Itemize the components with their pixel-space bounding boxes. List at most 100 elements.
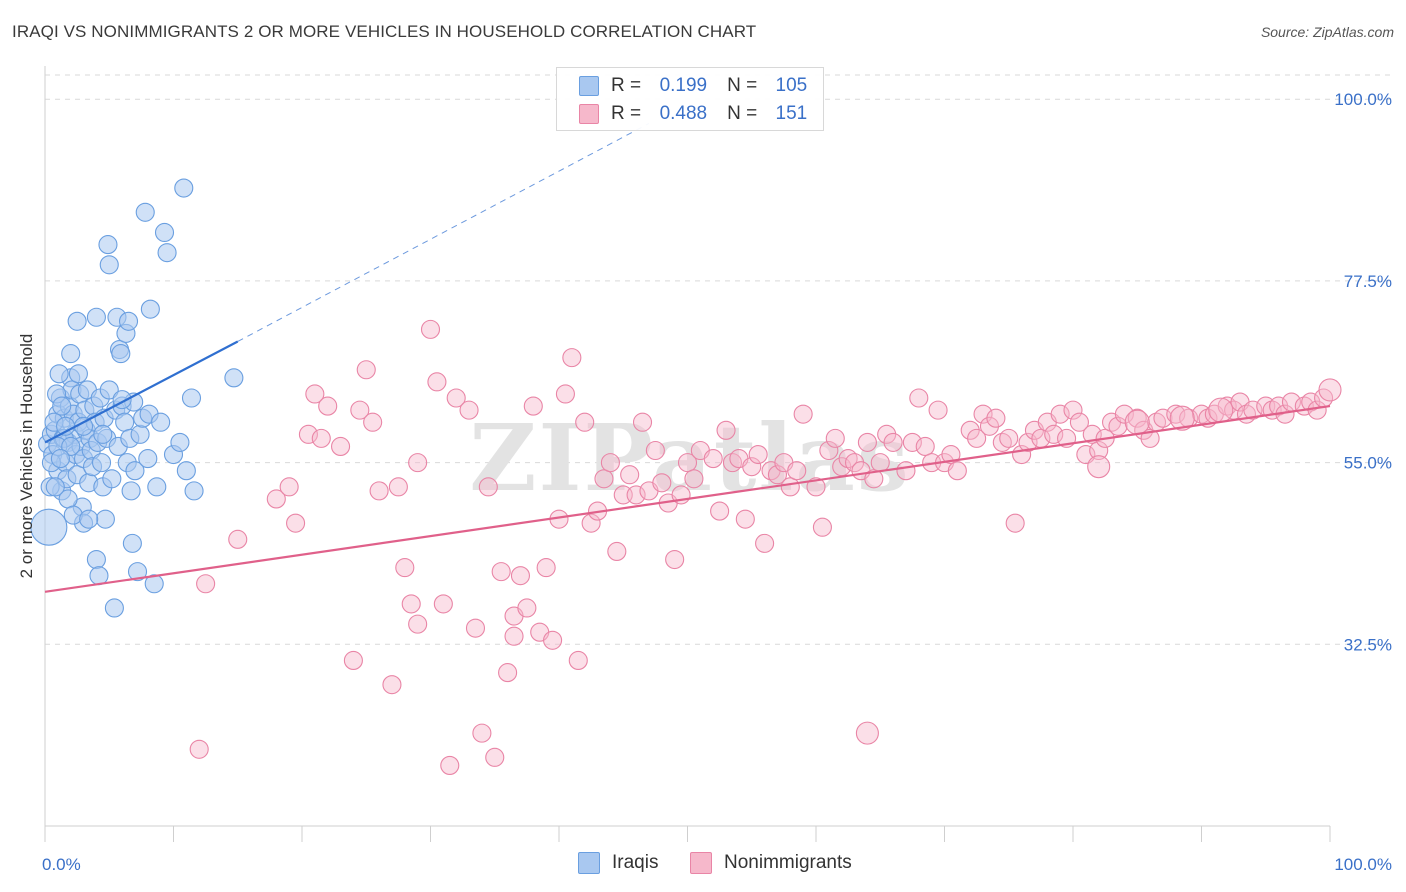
nonimmigrants-point [755, 533, 775, 553]
nonimmigrants-point [806, 477, 826, 497]
nonimmigrants-point [716, 420, 736, 440]
iraqis-point [157, 243, 177, 263]
nonimmigrants-point [999, 428, 1019, 448]
nonimmigrants-point [401, 594, 421, 614]
iraqis-point [135, 202, 155, 222]
bottom-legend-swatch-iraqis [578, 852, 600, 874]
y-tick-label: 100.0% [1334, 90, 1392, 109]
gridlines [45, 74, 1392, 645]
iraqis-trend-line [44, 340, 239, 444]
nonimmigrants-point [710, 501, 730, 521]
legend-swatch-iraqis [579, 76, 599, 96]
nonimmigrants-point [665, 549, 685, 570]
nonimmigrants-point [973, 404, 993, 424]
iraqis-point [68, 364, 88, 384]
nonimmigrants-point [555, 384, 575, 404]
nonimmigrants-point [510, 566, 531, 586]
tick-labels: 32.5% 55.0% 77.5% 100.0% 0.0% 100.0% [42, 90, 1392, 874]
nonimmigrants-point [485, 747, 505, 767]
iraqis-point [45, 477, 65, 497]
iraqis-point [52, 396, 72, 416]
nonimmigrants-point [286, 513, 306, 533]
x-tick-label: 100.0% [1334, 855, 1392, 874]
legend-row-iraqis: R = 0.199 N = 105 [579, 73, 807, 99]
iraqis-point [115, 412, 135, 432]
nonimmigrants-point [440, 755, 460, 775]
nonimmigrants-point [594, 469, 614, 489]
nonimmigrants-point [279, 477, 299, 497]
iraqis-point [79, 509, 99, 529]
legend-n-label: N = [727, 75, 758, 96]
iraqis-point [30, 508, 68, 546]
iraqis-point [127, 562, 148, 582]
bottom-legend-nonimmigrants[interactable]: Nonimmigrants [690, 852, 852, 874]
nonimmigrants-point [543, 630, 563, 650]
nonimmigrants-point [1005, 513, 1025, 533]
legend-r-label: R = [611, 103, 642, 124]
nonimmigrants-point [472, 723, 492, 743]
nonimmigrants-point [330, 436, 351, 457]
iraqis-point [86, 307, 106, 327]
legend-r-value: 0.488 [659, 103, 708, 124]
nonimmigrants-point [1089, 440, 1109, 461]
y-axis-label: 2 or more Vehicles in Household [17, 334, 36, 579]
iraqis-point [154, 222, 175, 243]
iraqis-point [147, 477, 167, 497]
iraqis-point [104, 598, 124, 618]
iraqis-points [30, 178, 244, 618]
iraqis-point [98, 235, 118, 255]
nonimmigrants-point [684, 469, 704, 489]
bottom-legend: Iraqis Nonimmigrants [0, 852, 1406, 876]
iraqis-point [151, 412, 171, 432]
iraqis-point [99, 380, 119, 400]
nonimmigrants-point [1018, 432, 1038, 452]
nonimmigrants-point [825, 428, 845, 448]
iraqis-point [144, 574, 164, 594]
nonimmigrants-point [1050, 404, 1070, 424]
nonimmigrants-point [703, 449, 723, 469]
y-tick-label: 77.5% [1344, 272, 1392, 291]
iraqis-point [61, 436, 81, 457]
nonimmigrants-point [1153, 408, 1173, 428]
nonimmigrants-point [350, 400, 370, 420]
nonimmigrants-point [626, 485, 646, 505]
iraqis-point [111, 344, 131, 364]
nonimmigrants-point [652, 473, 672, 493]
nonimmigrants-point [793, 404, 813, 424]
nonimmigrants-point [607, 541, 627, 561]
iraqis-point [140, 299, 160, 319]
nonimmigrants-point [382, 675, 402, 695]
nonimmigrants-point [408, 453, 428, 473]
nonimmigrants-point [915, 436, 935, 457]
legend-n-value: 151 [775, 103, 808, 124]
nonimmigrants-point [581, 513, 601, 533]
legend-swatch-nonimmigrants [579, 104, 599, 124]
nonimmigrants-point [420, 319, 441, 339]
nonimmigrants-point [504, 626, 524, 646]
nonimmigrants-point [986, 408, 1006, 428]
iraqis-point [170, 432, 190, 452]
iraqis-point [67, 311, 87, 331]
nonimmigrants-point [446, 388, 466, 408]
nonimmigrants-point [1169, 405, 1195, 431]
iraqis-point [224, 368, 244, 388]
nonimmigrants-trend-line [44, 404, 1331, 593]
nonimmigrants-point [1069, 412, 1089, 432]
bottom-legend-iraqis[interactable]: Iraqis [578, 852, 658, 874]
nonimmigrants-point [855, 721, 879, 745]
nonimmigrants-point [1127, 408, 1147, 428]
nonimmigrants-point [427, 372, 447, 392]
nonimmigrants-point [536, 558, 556, 578]
nonimmigrants-point [735, 509, 755, 529]
iraqis-trend-extension [237, 123, 650, 342]
nonimmigrants-point [318, 396, 338, 416]
nonimmigrants-point [1063, 400, 1083, 420]
iraqis-point [176, 461, 196, 481]
y-tick-label: 32.5% [1344, 635, 1392, 654]
source-label: Source: ZipAtlas.com [1260, 24, 1394, 40]
legend-n-label: N = [727, 103, 758, 124]
iraqis-point [184, 481, 204, 501]
watermark: ZIPatlas [469, 404, 910, 512]
nonimmigrants-point [369, 481, 389, 501]
nonimmigrants-point [909, 388, 929, 408]
